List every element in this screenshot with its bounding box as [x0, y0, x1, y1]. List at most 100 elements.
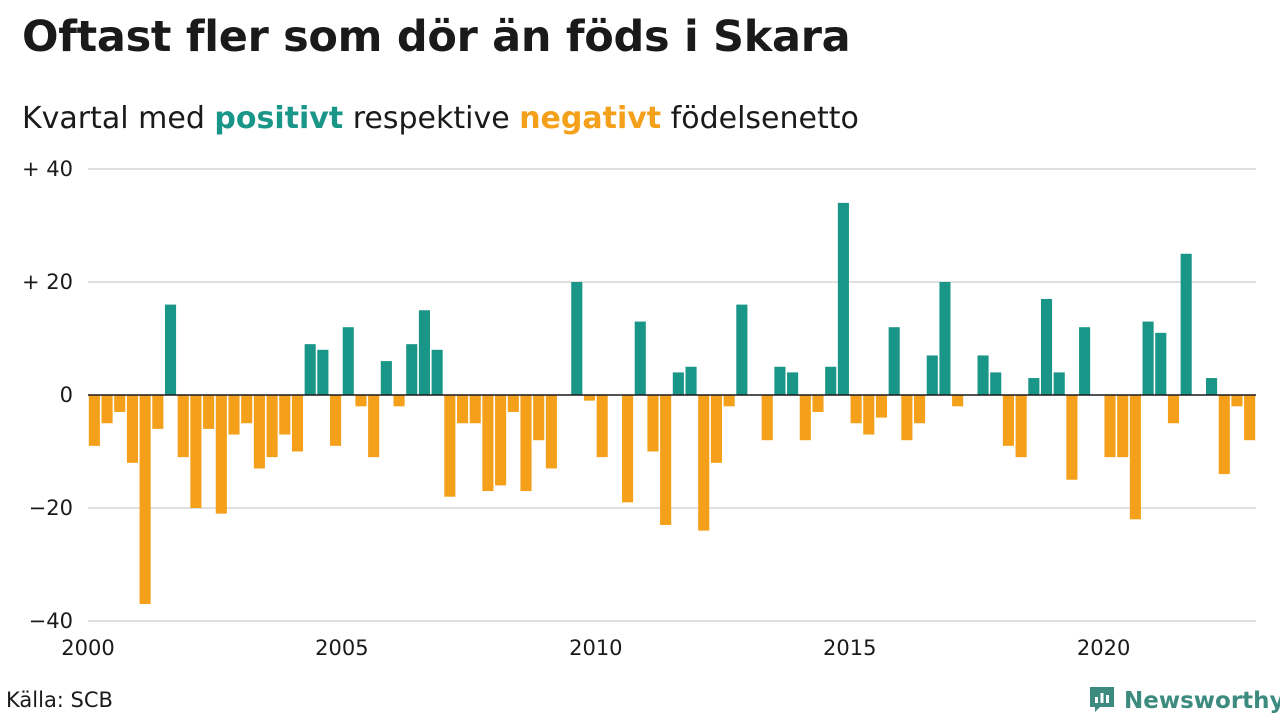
- bar-2018Q3: [1028, 378, 1040, 395]
- bar-2007Q3: [469, 395, 481, 424]
- bar-2005Q1: [342, 327, 354, 395]
- bar-2020Q3: [1129, 395, 1141, 520]
- bar-2017Q3: [977, 355, 989, 395]
- y-tick-label: −20: [29, 496, 73, 520]
- bar-2022Q3: [1231, 395, 1243, 407]
- axes: + 40 + 20 0 −20 −40 2000 2005 2010 2015 2020: [22, 157, 1256, 660]
- bar-2013Q4: [787, 372, 799, 395]
- bar-2004Q4: [330, 395, 342, 446]
- bar-2003Q3: [266, 395, 278, 458]
- bar-2000Q2: [101, 395, 113, 424]
- bar-2016Q1: [901, 395, 913, 441]
- bar-chart: + 40 + 20 0 −20 −40 2000 2005 2010 2015 2020: [22, 157, 1256, 660]
- bar-2010Q1: [596, 395, 608, 458]
- bar-2003Q4: [279, 395, 291, 435]
- bar-2003Q1: [241, 395, 253, 424]
- bar-2020Q1: [1104, 395, 1116, 458]
- subtitle-prefix: Kvartal med: [22, 101, 215, 136]
- bar-2022Q1: [1206, 378, 1218, 395]
- bar-2001Q4: [177, 395, 189, 458]
- bar-2016Q2: [914, 395, 926, 424]
- bar-2003Q2: [253, 395, 265, 469]
- brand-logo: Newsworthy: [1087, 684, 1280, 718]
- chart-title: Oftast fler som dör än föds i Skara: [22, 12, 851, 62]
- bar-2011Q4: [685, 366, 697, 395]
- bar-2008Q2: [507, 395, 519, 412]
- bar-2015Q3: [875, 395, 888, 418]
- bar-2019Q3: [1079, 327, 1091, 395]
- bar-2017Q1: [952, 395, 964, 407]
- bar-2006Q1: [393, 395, 405, 407]
- bar-2004Q2: [304, 344, 316, 395]
- bar-2021Q1: [1155, 332, 1167, 395]
- bar-2006Q4: [431, 349, 443, 395]
- bar-2009Q3: [571, 282, 583, 395]
- bar-2018Q1: [1002, 395, 1014, 446]
- bar-2013Q2: [761, 395, 773, 441]
- x-tick-label: 2010: [569, 636, 622, 660]
- subtitle-positive-label: positivt: [214, 101, 344, 136]
- bar-2017Q4: [990, 372, 1002, 395]
- bar-2008Q3: [520, 395, 532, 492]
- bar-2008Q4: [533, 395, 545, 441]
- bar-2012Q1: [698, 395, 710, 531]
- bar-2018Q4: [1040, 298, 1053, 395]
- bar-2014Q1: [799, 395, 811, 441]
- y-tick-label: + 40: [22, 157, 73, 181]
- x-tick-label: 2000: [61, 636, 114, 660]
- bar-2014Q2: [812, 395, 824, 412]
- bar-2012Q2: [710, 395, 722, 463]
- gridlines: [88, 168, 1256, 622]
- bar-2007Q4: [482, 395, 494, 492]
- bar-2011Q2: [660, 395, 672, 525]
- bar-2013Q3: [774, 366, 786, 395]
- bar-2022Q2: [1218, 395, 1230, 475]
- bar-2000Q1: [88, 395, 100, 446]
- bars: [88, 202, 1256, 605]
- bar-2011Q3: [672, 372, 684, 395]
- bar-2001Q2: [152, 395, 164, 429]
- bar-2020Q4: [1142, 321, 1154, 395]
- x-tick-label: 2015: [823, 636, 876, 660]
- brand-name: Newsworthy: [1124, 688, 1280, 714]
- bar-2010Q3: [622, 395, 634, 503]
- bar-2011Q1: [647, 395, 659, 452]
- bar-2001Q3: [164, 304, 177, 395]
- bar-2014Q3: [825, 366, 837, 395]
- y-tick-label: −40: [29, 609, 73, 633]
- bar-2002Q3: [215, 395, 227, 514]
- x-tick-label: 2005: [315, 636, 368, 660]
- bar-2016Q3: [926, 355, 938, 395]
- bar-2006Q3: [418, 310, 430, 395]
- bar-2019Q2: [1066, 395, 1078, 480]
- bar-2020Q2: [1117, 395, 1129, 458]
- bar-2002Q4: [228, 395, 240, 435]
- bar-2004Q3: [317, 349, 329, 395]
- bar-2005Q2: [355, 395, 367, 407]
- subtitle-suffix: födelsenetto: [661, 101, 859, 136]
- bar-2015Q4: [888, 327, 900, 395]
- chart-subtitle: Kvartal med positivt respektive negativt…: [22, 101, 859, 136]
- bar-2005Q3: [368, 395, 380, 458]
- bar-2008Q1: [495, 395, 507, 486]
- bar-2005Q4: [380, 361, 392, 395]
- bar-2015Q2: [863, 395, 875, 435]
- bar-2009Q1: [545, 395, 557, 469]
- bar-2015Q1: [850, 395, 862, 424]
- source-note: Källa: SCB: [6, 688, 113, 712]
- bar-2000Q4: [126, 395, 138, 463]
- bar-2012Q4: [736, 304, 748, 395]
- bar-2000Q3: [114, 395, 126, 412]
- bar-2007Q2: [456, 395, 469, 424]
- bar-2009Q4: [583, 395, 596, 401]
- bar-2021Q2: [1167, 395, 1180, 424]
- x-tick-label: 2020: [1077, 636, 1130, 660]
- bar-2022Q4: [1244, 395, 1256, 441]
- bar-2002Q2: [203, 395, 215, 429]
- newsworthy-logo-icon: [1087, 684, 1117, 718]
- bar-2021Q3: [1180, 253, 1192, 395]
- bar-2004Q1: [291, 395, 304, 452]
- bar-2012Q3: [723, 395, 735, 407]
- bar-2006Q2: [406, 344, 418, 395]
- bar-2014Q4: [837, 202, 849, 395]
